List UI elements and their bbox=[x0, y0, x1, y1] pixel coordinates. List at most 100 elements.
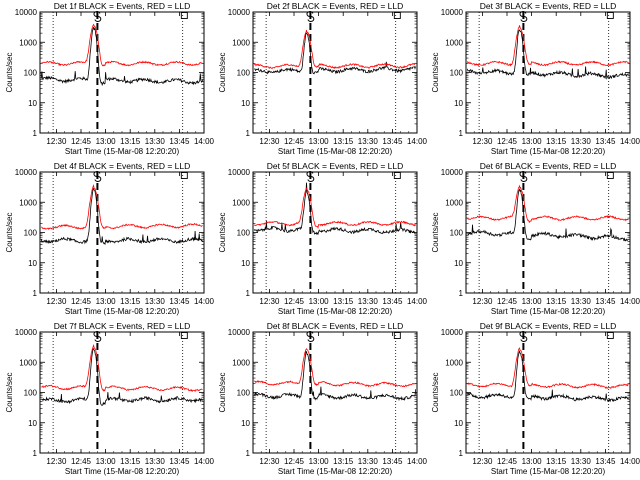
y-tick-label: 10000 bbox=[228, 328, 251, 337]
x-tick-label: 12:45 bbox=[284, 137, 305, 146]
events-series-line bbox=[40, 26, 203, 87]
box-marker bbox=[180, 12, 188, 19]
y-tick-label: 10000 bbox=[441, 328, 464, 337]
x-tick-label: 13:45 bbox=[169, 297, 190, 306]
x-tick-label: 12:30 bbox=[46, 137, 67, 146]
x-tick-label: 13:15 bbox=[546, 297, 567, 306]
x-tick-label: 13:00 bbox=[309, 297, 330, 306]
box-marker bbox=[393, 332, 401, 339]
y-tick-label: 100 bbox=[237, 229, 251, 238]
x-axis-label: Start Time (15-Mar-08 12:20:20) bbox=[491, 307, 606, 316]
y-tick-label: 10 bbox=[454, 259, 463, 268]
x-tick-label: 12:45 bbox=[497, 297, 518, 306]
y-tick-label: 1000 bbox=[445, 38, 463, 47]
y-tick-label: 1 bbox=[459, 289, 464, 298]
y-tick-label: 10 bbox=[28, 99, 37, 108]
x-tick-label: 13:00 bbox=[96, 137, 117, 146]
chart-title: Det 7f BLACK = Events, RED = LLD bbox=[54, 321, 191, 331]
lld-series-line bbox=[467, 184, 629, 224]
x-axis-label: Start Time (15-Mar-08 12:20:20) bbox=[65, 307, 180, 316]
box-marker bbox=[393, 12, 401, 19]
chart-title: Det 5f BLACK = Events, RED = LLD bbox=[267, 161, 404, 171]
x-axis-label: Start Time (15-Mar-08 12:20:20) bbox=[278, 147, 393, 156]
x-tick-label: 13:15 bbox=[120, 297, 141, 306]
plot-frame bbox=[252, 11, 418, 134]
chart-panel-8: Det 8f BLACK = Events, RED = LLD Counts/s… bbox=[218, 321, 428, 476]
events-series-line bbox=[467, 188, 629, 242]
chart-panel-4: Det 4f BLACK = Events, RED = LLD Counts/s… bbox=[5, 161, 215, 316]
y-tick-label: 100 bbox=[450, 69, 464, 78]
chart-panel-1: Det 1f BLACK = Events, RED = LLD Counts/s… bbox=[5, 1, 215, 156]
y-tick-label: 1 bbox=[246, 449, 251, 458]
x-tick-label: 13:15 bbox=[120, 457, 141, 466]
x-tick-label: 12:30 bbox=[46, 297, 67, 306]
x-tick-label: 13:30 bbox=[358, 297, 379, 306]
x-tick-label: 13:30 bbox=[571, 297, 592, 306]
lld-series-line bbox=[41, 343, 203, 393]
events-series-line bbox=[41, 347, 203, 406]
box-marker bbox=[606, 332, 614, 339]
y-tick-label: 1 bbox=[246, 289, 251, 298]
chart-panel-5: Det 5f BLACK = Events, RED = LLD Counts/s… bbox=[218, 161, 428, 316]
y-tick-label: 10000 bbox=[15, 168, 38, 177]
y-tick-label: 10 bbox=[28, 259, 37, 268]
y-tick-label: 10 bbox=[241, 419, 250, 428]
x-tick-label: 12:45 bbox=[284, 297, 305, 306]
y-tick-label: 10000 bbox=[228, 8, 251, 17]
chart-title: Det 2f BLACK = Events, RED = LLD bbox=[267, 1, 404, 11]
y-tick-label: 1 bbox=[33, 129, 38, 138]
y-tick-label: 10 bbox=[28, 419, 37, 428]
y-axis-label: Counts/sec bbox=[218, 52, 227, 92]
x-tick-label: 12:45 bbox=[71, 457, 92, 466]
x-tick-label: 13:45 bbox=[595, 297, 616, 306]
y-tick-label: 10000 bbox=[441, 8, 464, 17]
x-tick-label: 13:00 bbox=[522, 457, 543, 466]
x-tick-label: 12:30 bbox=[259, 297, 280, 306]
y-tick-label: 100 bbox=[237, 69, 251, 78]
y-tick-label: 100 bbox=[24, 389, 38, 398]
x-tick-label: 13:00 bbox=[96, 297, 117, 306]
events-series-line bbox=[253, 182, 416, 236]
x-tick-label: 12:30 bbox=[472, 137, 493, 146]
y-tick-label: 1000 bbox=[445, 198, 463, 207]
x-tick-label: 12:45 bbox=[71, 297, 92, 306]
x-tick-label: 14:00 bbox=[407, 457, 428, 466]
x-tick-label: 13:00 bbox=[522, 297, 543, 306]
y-tick-label: 1 bbox=[33, 449, 38, 458]
x-tick-label: 13:45 bbox=[382, 297, 403, 306]
x-tick-label: 13:30 bbox=[358, 457, 379, 466]
y-tick-label: 10 bbox=[454, 99, 463, 108]
x-tick-label: 13:30 bbox=[145, 137, 166, 146]
chart-panel-7: Det 7f BLACK = Events, RED = LLD Counts/s… bbox=[5, 321, 215, 476]
y-axis-label: Counts/sec bbox=[5, 212, 14, 252]
x-tick-label: 12:30 bbox=[259, 137, 280, 146]
y-axis-label: Counts/sec bbox=[431, 52, 440, 92]
x-tick-label: 13:45 bbox=[169, 457, 190, 466]
y-tick-label: 1000 bbox=[232, 358, 250, 367]
x-tick-label: 13:15 bbox=[120, 137, 141, 146]
events-series-line bbox=[466, 29, 629, 80]
plot-frame bbox=[465, 331, 631, 454]
x-axis-label: Start Time (15-Mar-08 12:20:20) bbox=[491, 147, 606, 156]
x-tick-label: 12:45 bbox=[497, 137, 518, 146]
y-tick-label: 1 bbox=[459, 449, 464, 458]
x-tick-label: 14:00 bbox=[194, 457, 215, 466]
x-tick-label: 13:00 bbox=[309, 137, 330, 146]
x-tick-label: 13:30 bbox=[571, 137, 592, 146]
box-marker bbox=[606, 12, 614, 19]
chart-panel-6: Det 6f BLACK = Events, RED = LLD Counts/s… bbox=[431, 161, 640, 316]
x-tick-label: 12:30 bbox=[46, 457, 67, 466]
x-tick-label: 14:00 bbox=[407, 137, 428, 146]
x-tick-label: 14:00 bbox=[194, 137, 215, 146]
events-series-line bbox=[253, 350, 416, 402]
chart-panel-2: Det 2f BLACK = Events, RED = LLD Counts/s… bbox=[218, 1, 428, 156]
y-tick-label: 100 bbox=[450, 229, 464, 238]
y-axis-label: Counts/sec bbox=[5, 52, 14, 92]
plot-frame bbox=[39, 331, 205, 454]
y-tick-label: 10 bbox=[454, 419, 463, 428]
y-tick-label: 1000 bbox=[232, 38, 250, 47]
y-tick-label: 1000 bbox=[19, 38, 37, 47]
y-tick-label: 10000 bbox=[15, 8, 38, 17]
plot-frame bbox=[252, 171, 418, 294]
